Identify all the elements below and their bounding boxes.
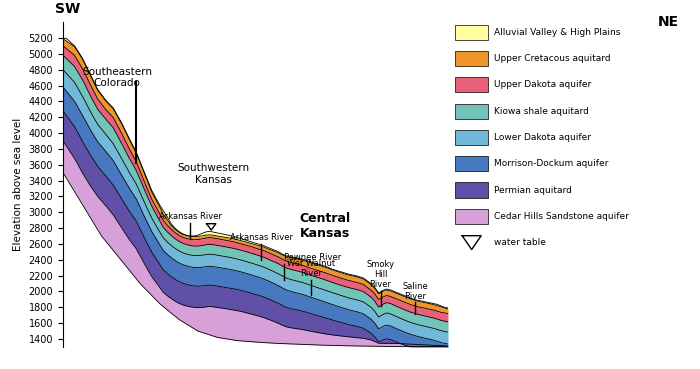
- Bar: [455, 209, 489, 224]
- Text: Cedar Hills Sandstone aquifer: Cedar Hills Sandstone aquifer: [494, 212, 629, 221]
- Text: Arkansas River: Arkansas River: [158, 212, 221, 221]
- Text: Pawnee River: Pawnee River: [284, 253, 342, 262]
- Text: SW: SW: [55, 1, 80, 15]
- Text: Smoky
Hill
River: Smoky Hill River: [367, 260, 395, 289]
- Bar: [455, 182, 489, 198]
- Bar: [455, 25, 489, 40]
- Text: Kiowa shale aquitard: Kiowa shale aquitard: [494, 107, 589, 115]
- Text: Southwestern
Kansas: Southwestern Kansas: [177, 163, 249, 185]
- Text: Lower Dakota aquifer: Lower Dakota aquifer: [494, 133, 592, 142]
- Text: Central
Kansas: Central Kansas: [299, 213, 351, 241]
- Text: Saline
River: Saline River: [402, 282, 428, 301]
- Text: Wet Walnut
River: Wet Walnut River: [287, 259, 335, 278]
- Text: Morrison-Dockum aquifer: Morrison-Dockum aquifer: [494, 159, 608, 168]
- Bar: [455, 77, 489, 93]
- Text: NE: NE: [658, 15, 679, 29]
- Y-axis label: Elevation above sea level: Elevation above sea level: [13, 118, 23, 251]
- Text: Upper Dakota aquifer: Upper Dakota aquifer: [494, 80, 592, 89]
- Text: water table: water table: [494, 238, 546, 247]
- Text: Southeastern
Colorado: Southeastern Colorado: [82, 67, 152, 89]
- Text: Arkansas River: Arkansas River: [230, 233, 293, 242]
- Bar: [455, 130, 489, 145]
- Text: Alluvial Valley & High Plains: Alluvial Valley & High Plains: [494, 28, 621, 37]
- Text: Permian aquitard: Permian aquitard: [494, 186, 572, 194]
- Bar: [455, 156, 489, 171]
- Text: Upper Cretacous aquitard: Upper Cretacous aquitard: [494, 54, 611, 63]
- Bar: [455, 51, 489, 66]
- Bar: [455, 104, 489, 119]
